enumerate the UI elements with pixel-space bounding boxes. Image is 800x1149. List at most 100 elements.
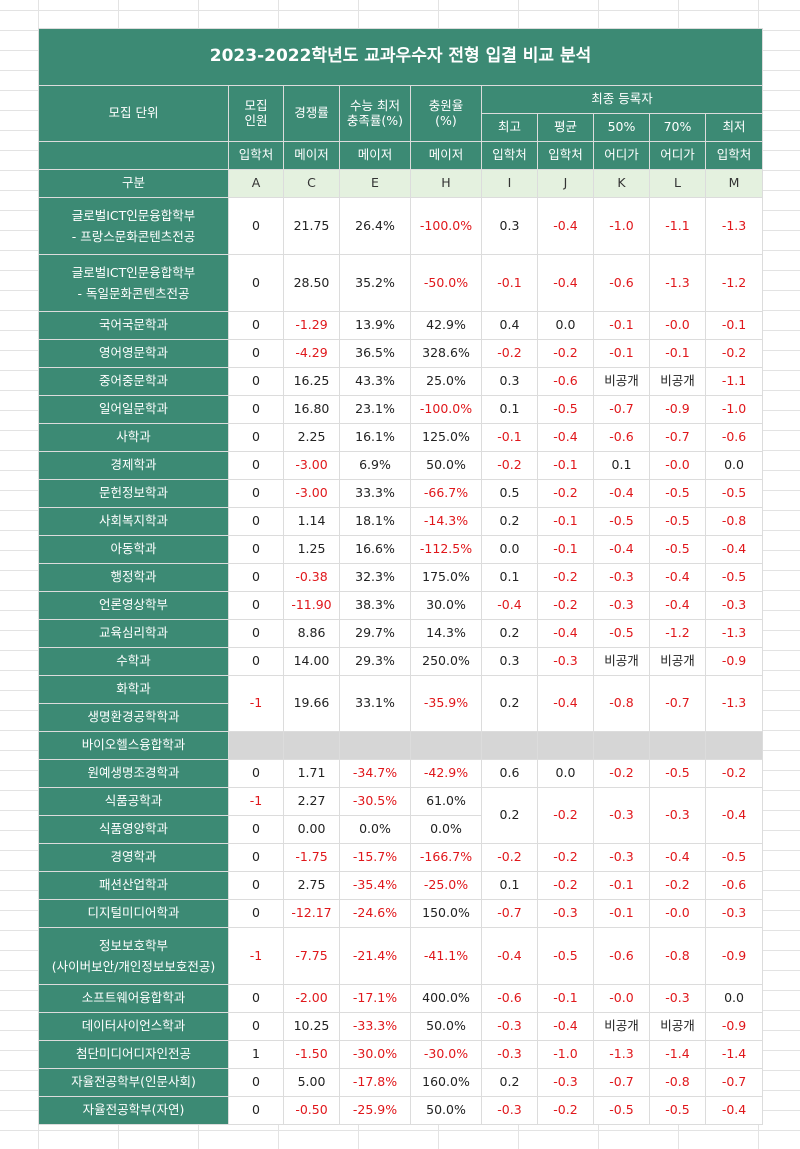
value-cell: -0.2: [537, 843, 594, 872]
unit-name: 원예생명조경학과: [38, 759, 229, 788]
value-cell: -0.5: [649, 507, 706, 536]
value-cell: -0.5: [704, 843, 764, 872]
value-cell: -0.5: [593, 507, 650, 536]
value-cell: 5.00: [283, 1068, 340, 1097]
unit-name: 정보보호학부 (사이버보안/개인정보보호전공): [38, 927, 229, 985]
value-cell: -1.2: [649, 619, 706, 648]
value-cell: 30.0%: [410, 591, 482, 620]
column-letter: A: [228, 169, 284, 198]
value-cell: 0.2: [481, 675, 538, 732]
value-cell: 19.66: [283, 675, 340, 732]
value-cell: -0.7: [704, 1068, 764, 1097]
value-cell: -0.5: [537, 927, 594, 985]
value-cell: -34.7%: [339, 759, 411, 788]
empty-cell: [593, 731, 650, 760]
value-cell: -0.4: [704, 535, 764, 564]
value-cell: 33.1%: [339, 675, 411, 732]
empty-cell: [704, 731, 764, 760]
header-quota: 모집 인원: [228, 85, 284, 142]
value-cell: -1.1: [649, 197, 706, 255]
table-row: 영어영문학과 0 -4.29 36.5% 328.6% -0.2 -0.2 -0.1 -0.1-…: [38, 339, 764, 368]
value-cell: 0.2: [481, 507, 538, 536]
source-cell: 어디가: [649, 141, 706, 170]
table-row: 언론영상학부 0 -11.90 38.3% 30.0% -0.4 -0.2 -0.3 -0.4-…: [38, 591, 764, 620]
table-row: 문헌정보학과 0 -3.00 33.3% -66.7% 0.5 -0.2 -0.4 -0.5 -0…: [38, 479, 764, 508]
unit-name: 패션산업학과: [38, 871, 229, 900]
value-cell: 1.71: [283, 759, 340, 788]
value-cell: -112.5%: [410, 535, 482, 564]
column-letter: H: [410, 169, 482, 198]
value-cell: -0.4: [481, 927, 538, 985]
value-cell: 2.75: [283, 871, 340, 900]
unit-name: 경제학과: [38, 451, 229, 480]
unit-name: 자율전공학부(인문사회): [38, 1068, 229, 1097]
value-cell: -0.1: [593, 311, 650, 340]
value-cell: 38.3%: [339, 591, 411, 620]
unit-name: 식품공학과: [38, 787, 229, 816]
table-row: 식품영양학과 0 0.00 0.0% 0.0%: [38, 815, 763, 844]
table-row: 국어국문학과 0 -1.29 13.9% 42.9% 0.4 0.0 -0.1 -0.0 -0.1: [38, 311, 764, 340]
value-cell: 0: [228, 619, 284, 648]
comparison-table: 2023-2022학년도 교과우수자 전형 입결 비교 분석 모집 단위 모집 인…: [37, 28, 764, 1125]
value-cell: -0.4: [704, 1096, 764, 1125]
value-cell: -0.5: [593, 1096, 650, 1125]
value-cell: 42.9%: [410, 311, 482, 340]
value-cell: 0: [228, 367, 284, 396]
value-cell: 29.3%: [339, 647, 411, 676]
value-cell: -0.5: [704, 563, 764, 592]
value-cell: -0.0: [593, 984, 650, 1013]
table-row: 교육심리학과 0 8.86 29.7% 14.3% 0.2 -0.4 -0.5 -1.2 -1.3: [38, 619, 764, 648]
value-cell: 16.1%: [339, 423, 411, 452]
source-cell: 입학처: [481, 141, 538, 170]
value-cell: -0.1: [593, 899, 650, 928]
value-cell: -0.2: [537, 787, 594, 844]
header-competition: 경쟁률: [283, 85, 340, 142]
category-label: 구분: [38, 169, 229, 198]
value-cell: -24.6%: [339, 899, 411, 928]
value-cell: 0: [228, 423, 284, 452]
empty-cell: [339, 731, 411, 760]
unit-name: 생명환경공학학과: [38, 703, 229, 732]
value-cell: 0: [228, 871, 284, 900]
unit-name: 화학과: [38, 675, 229, 704]
value-cell: 0.00: [283, 815, 340, 844]
value-cell: 0.0: [704, 451, 764, 480]
value-cell: -1.29: [283, 311, 340, 340]
value-cell: -25.0%: [410, 871, 482, 900]
column-letter: I: [481, 169, 538, 198]
value-cell: -2.00: [283, 984, 340, 1013]
value-cell: 0.2: [481, 787, 538, 844]
value-cell: -0.1: [481, 423, 538, 452]
value-cell: -0.2: [593, 759, 650, 788]
table-row: 자율전공학부(자연) 0 -0.50 -25.9% 50.0% -0.3 -0.2 -0.5-…: [38, 1096, 764, 1125]
value-cell: 0.1: [593, 451, 650, 480]
value-cell: -0.5: [593, 619, 650, 648]
value-cell: -1: [228, 675, 284, 732]
value-cell: 0.2: [481, 1068, 538, 1097]
value-cell: 28.50: [283, 254, 340, 312]
value-cell: -0.5: [649, 1096, 706, 1125]
value-cell: -1.2: [704, 254, 764, 312]
value-cell: 비공개: [593, 1012, 650, 1041]
value-cell: 2.25: [283, 423, 340, 452]
value-cell: -0.4: [593, 535, 650, 564]
unit-name: 언론영상학부: [38, 591, 229, 620]
value-cell: -0.0: [649, 311, 706, 340]
value-cell: 14.00: [283, 647, 340, 676]
value-cell: 250.0%: [410, 647, 482, 676]
header-csat: 수능 최저 충족률(%): [339, 85, 411, 142]
table-row: 아동학과 0 1.25 16.6% -112.5% 0.0 -0.1 -0.4 -0.5 -0.4: [38, 535, 764, 564]
column-letter: E: [339, 169, 411, 198]
value-cell: 18.1%: [339, 507, 411, 536]
value-cell: 0: [228, 591, 284, 620]
value-cell: -0.3: [481, 1012, 538, 1041]
value-cell: -0.2: [481, 843, 538, 872]
value-cell: -1.50: [283, 1040, 340, 1069]
header-replenish-text: 충원율 (%): [428, 98, 464, 128]
unit-name: 국어국문학과: [38, 311, 229, 340]
value-cell: -0.4: [537, 197, 594, 255]
value-cell: 125.0%: [410, 423, 482, 452]
value-cell: -0.2: [537, 339, 594, 368]
value-cell: -0.5: [649, 479, 706, 508]
value-cell: -0.1: [537, 984, 594, 1013]
